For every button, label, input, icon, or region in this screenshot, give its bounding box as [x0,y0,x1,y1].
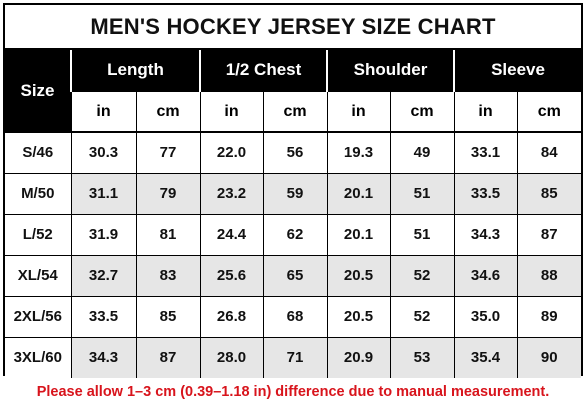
table-cell: 20.1 [326,172,390,214]
table-cell: 77 [135,131,200,173]
table-cell: 90 [516,336,582,378]
size-label: 3XL/60 [5,336,72,378]
table-cell: 35.4 [453,336,518,378]
size-label: S/46 [5,131,72,173]
table-cell: 24.4 [199,213,263,255]
table-cell: 51 [389,213,455,255]
table-cell: 33.5 [70,295,136,337]
table-cell: 20.5 [326,295,390,337]
size-label: M/50 [5,172,72,214]
table-cell: 85 [135,295,200,337]
shoulder-header: Shoulder [325,50,455,91]
table-row: M/50 31.1 79 23.2 59 20.1 51 33.5 85 [5,172,582,214]
table-cell: 33.5 [453,172,518,214]
table-cell: 35.0 [453,295,518,337]
table-cell: 87 [516,213,582,255]
table-cell: 89 [516,295,582,337]
chart-title: MEN'S HOCKEY JERSEY SIZE CHART [5,5,581,50]
table-cell: 81 [135,213,200,255]
size-column-header: Size [5,50,71,132]
table-cell: 83 [135,254,200,296]
unit-label: cm [516,90,582,132]
size-label: 2XL/56 [5,295,72,337]
table-cell: 79 [135,172,200,214]
unit-label: cm [135,90,200,132]
table-cell: 56 [262,131,327,173]
table-cell: 20.5 [326,254,390,296]
table-row: 2XL/56 33.5 85 26.8 68 20.5 52 35.0 89 [5,295,582,337]
table-cell: 71 [262,336,327,378]
table-cell: 31.1 [70,172,136,214]
table-cell: 28.0 [199,336,263,378]
unit-label: in [199,90,263,132]
table-cell: 87 [135,336,200,378]
size-label: XL/54 [5,254,72,296]
table-cell: 52 [389,254,455,296]
table-cell: 23.2 [199,172,263,214]
table-cell: 20.1 [326,213,390,255]
size-label: L/52 [5,213,72,255]
table-cell: 34.6 [453,254,518,296]
size-chart: MEN'S HOCKEY JERSEY SIZE CHART Size Leng… [3,3,583,378]
table-cell: 51 [389,172,455,214]
table-cell: 49 [389,131,455,173]
table-cell: 84 [516,131,582,173]
table-cell: 26.8 [199,295,263,337]
table-cell: 68 [262,295,327,337]
unit-label: cm [262,90,327,132]
measurement-note: Please allow 1–3 cm (0.39–1.18 in) diffe… [36,384,550,400]
unit-label: cm [389,90,455,132]
table-cell: 62 [262,213,327,255]
table-cell: 30.3 [70,131,136,173]
table-row: S/46 30.3 77 22.0 56 19.3 49 33.1 84 [5,131,582,173]
table-row: 3XL/60 34.3 87 28.0 71 20.9 53 35.4 90 [5,336,582,378]
header-group-row: Size Length 1/2 Chest Shoulder Sleeve [5,50,582,132]
table-cell: 31.9 [70,213,136,255]
unit-label: in [453,90,518,132]
table-cell: 53 [389,336,455,378]
table-cell: 59 [262,172,327,214]
table-cell: 32.7 [70,254,136,296]
table-cell: 33.1 [453,131,518,173]
header-unit-row: in cm in cm in cm in cm [5,90,582,132]
table-cell: 25.6 [199,254,263,296]
table-cell: 19.3 [326,131,390,173]
table-cell: 20.9 [326,336,390,378]
table-row: L/52 31.9 81 24.4 62 20.1 51 34.3 87 [5,213,582,255]
table-row: XL/54 32.7 83 25.6 65 20.5 52 34.6 88 [5,254,582,296]
unit-label: in [326,90,390,132]
table-cell: 34.3 [453,213,518,255]
table-cell: 88 [516,254,582,296]
table-cell: 85 [516,172,582,214]
table-cell: 65 [262,254,327,296]
sleeve-header: Sleeve [453,50,582,91]
size-table: Size Length 1/2 Chest Shoulder Sleeve in… [5,50,582,378]
length-header: Length [70,50,200,91]
chest-header: 1/2 Chest [199,50,327,91]
table-cell: 34.3 [70,336,136,378]
unit-label: in [70,90,136,132]
table-cell: 52 [389,295,455,337]
table-cell: 22.0 [199,131,263,173]
